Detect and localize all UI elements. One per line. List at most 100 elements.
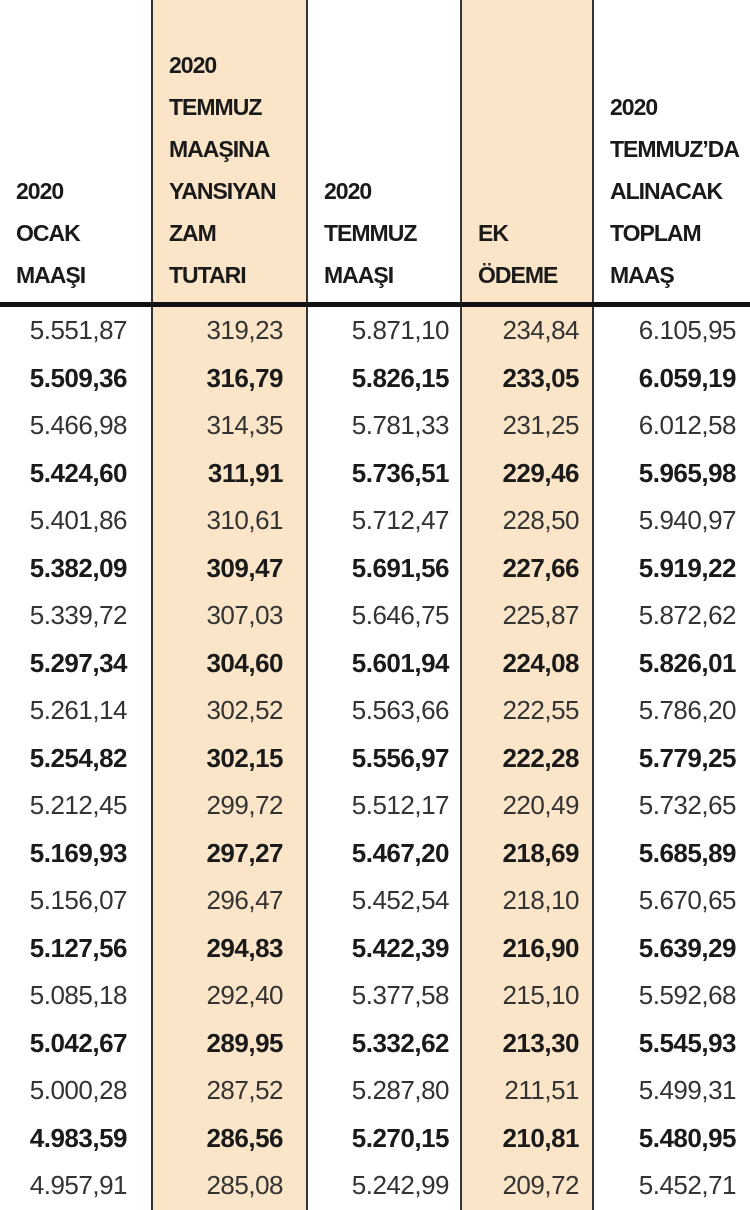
table-row: 5.424,60 311,91 5.736,51 229,46 5.965,98 <box>0 449 750 497</box>
table-cell: 286,56 <box>151 1114 307 1162</box>
table-cell: 5.212,45 <box>29 790 128 821</box>
table-cell: 5.287,80 <box>306 1067 461 1115</box>
table-cell: 5.872,62 <box>592 592 750 640</box>
column-header: 2020 TEMMUZ’DA ALINACAK TOPLAM MAAŞ <box>592 0 750 307</box>
table-cell: 227,66 <box>460 544 593 592</box>
table-cell: 5.339,72 <box>29 600 128 631</box>
table-cell: 5.781,33 <box>306 402 461 450</box>
table-cell: 5.499,31 <box>592 1067 750 1115</box>
column-header: 2020 TEMMUZ MAAŞINA YANSIYAN ZAM TUTARI <box>151 0 307 307</box>
header-line: MAAŞ <box>610 262 675 288</box>
table-cell: 4.983,59 <box>29 1122 128 1153</box>
table-row: 5.169,93 297,27 5.467,20 218,69 5.685,89 <box>0 829 750 877</box>
table-row: 5.261,14 302,52 5.563,66 222,55 5.786,20 <box>0 687 750 735</box>
table-cell: 218,10 <box>460 877 593 925</box>
table-cell: 5.712,47 <box>306 497 461 545</box>
table-cell: 5.512,17 <box>306 782 461 830</box>
table-cell: 5.042,67 <box>29 1027 128 1058</box>
table-cell: 5.452,71 <box>592 1162 750 1210</box>
table-cell: 222,55 <box>460 687 593 735</box>
table-cell: 231,25 <box>460 402 593 450</box>
table-cell: 5.940,97 <box>592 497 750 545</box>
table-row: 4.983,59 286,56 5.270,15 210,81 5.480,95 <box>0 1114 750 1162</box>
table-cell: 5.401,86 <box>29 505 128 536</box>
table-cell: 211,51 <box>460 1067 593 1115</box>
table-cell: 5.270,15 <box>306 1114 461 1162</box>
table-cell: 5.691,56 <box>306 544 461 592</box>
column-header: 2020 OCAK MAAŞI <box>0 0 152 307</box>
header-line: TUTARI <box>169 262 247 288</box>
table-cell: 5.377,58 <box>306 972 461 1020</box>
table-cell: 5.601,94 <box>306 639 461 687</box>
table-cell: 209,72 <box>460 1162 593 1210</box>
table-cell: 285,08 <box>151 1162 307 1210</box>
table-cell: 224,08 <box>460 639 593 687</box>
table-row: 5.509,36 316,79 5.826,15 233,05 6.059,19 <box>0 354 750 402</box>
table-cell: 220,49 <box>460 782 593 830</box>
table-cell: 5.732,65 <box>592 782 750 830</box>
table-cell: 5.551,87 <box>29 315 128 346</box>
table-cell: 6.105,95 <box>592 304 750 355</box>
header-line: 2020 <box>16 178 64 204</box>
column-header: 2020 TEMMUZ MAAŞI <box>306 0 461 307</box>
table-cell: 302,15 <box>151 734 307 782</box>
header-line: TEMMUZ <box>324 220 417 246</box>
table-cell: 5.000,28 <box>29 1075 128 1106</box>
header-line: TEMMUZ <box>169 94 262 120</box>
table-cell: 316,79 <box>151 354 307 402</box>
table-cell: 319,23 <box>151 304 307 355</box>
table-cell: 5.169,93 <box>29 837 128 868</box>
table-cell: 309,47 <box>151 544 307 592</box>
table-cell: 5.424,60 <box>29 457 128 488</box>
table-cell: 297,27 <box>151 829 307 877</box>
table-cell: 302,52 <box>151 687 307 735</box>
table-row: 5.212,45 299,72 5.512,17 220,49 5.732,65 <box>0 782 750 830</box>
table-row: 4.957,91 285,08 5.242,99 209,72 5.452,71 <box>0 1162 750 1210</box>
table-cell: 5.467,20 <box>306 829 461 877</box>
table-cell: 5.871,10 <box>306 304 461 355</box>
table-cell: 5.127,56 <box>29 932 128 963</box>
table-cell: 222,28 <box>460 734 593 782</box>
table-cell: 5.919,22 <box>592 544 750 592</box>
table-cell: 5.786,20 <box>592 687 750 735</box>
table-body: 5.551,87 319,23 5.871,10 234,84 6.105,95 5.50… <box>0 304 750 1210</box>
header-line: 2020 <box>169 52 217 78</box>
table-row: 5.127,56 294,83 5.422,39 216,90 5.639,29 <box>0 924 750 972</box>
table-row: 5.466,98 314,35 5.781,33 231,25 6.012,58 <box>0 402 750 450</box>
table-row: 5.254,82 302,15 5.556,97 222,28 5.779,25 <box>0 734 750 782</box>
table-row: 5.085,18 292,40 5.377,58 215,10 5.592,68 <box>0 972 750 1020</box>
table-cell: 299,72 <box>151 782 307 830</box>
table-cell: 289,95 <box>151 1019 307 1067</box>
table-row: 5.551,87 319,23 5.871,10 234,84 6.105,95 <box>0 304 750 355</box>
table-row: 5.000,28 287,52 5.287,80 211,51 5.499,31 <box>0 1067 750 1115</box>
table-cell: 292,40 <box>151 972 307 1020</box>
header-line: ZAM <box>169 220 217 246</box>
table-cell: 5.509,36 <box>29 362 128 393</box>
column-header: EK ÖDEME <box>460 0 593 307</box>
header-row: 2020 OCAK MAAŞI 2020 TEMMUZ MAAŞINA YANSIYAN ZA… <box>0 0 750 307</box>
table-cell: 296,47 <box>151 877 307 925</box>
table-cell: 5.563,66 <box>306 687 461 735</box>
table-row: 5.382,09 309,47 5.691,56 227,66 5.919,22 <box>0 544 750 592</box>
table-cell: 225,87 <box>460 592 593 640</box>
table-cell: 287,52 <box>151 1067 307 1115</box>
table-cell: 310,61 <box>151 497 307 545</box>
table-cell: 216,90 <box>460 924 593 972</box>
table-cell: 5.556,97 <box>306 734 461 782</box>
table-cell: 233,05 <box>460 354 593 402</box>
table-cell: 307,03 <box>151 592 307 640</box>
table-cell: 311,91 <box>151 449 307 497</box>
table-cell: 5.332,62 <box>306 1019 461 1067</box>
header-line: MAAŞI <box>324 262 394 288</box>
header-line: MAAŞINA <box>169 136 270 162</box>
table-cell: 5.639,29 <box>592 924 750 972</box>
header-line: TEMMUZ’DA <box>610 136 740 162</box>
table-cell: 294,83 <box>151 924 307 972</box>
header-line: ALINACAK <box>610 178 723 204</box>
table-cell: 213,30 <box>460 1019 593 1067</box>
table-cell: 314,35 <box>151 402 307 450</box>
header-line: EK <box>478 220 509 246</box>
table-row: 5.042,67 289,95 5.332,62 213,30 5.545,93 <box>0 1019 750 1067</box>
table-cell: 5.646,75 <box>306 592 461 640</box>
